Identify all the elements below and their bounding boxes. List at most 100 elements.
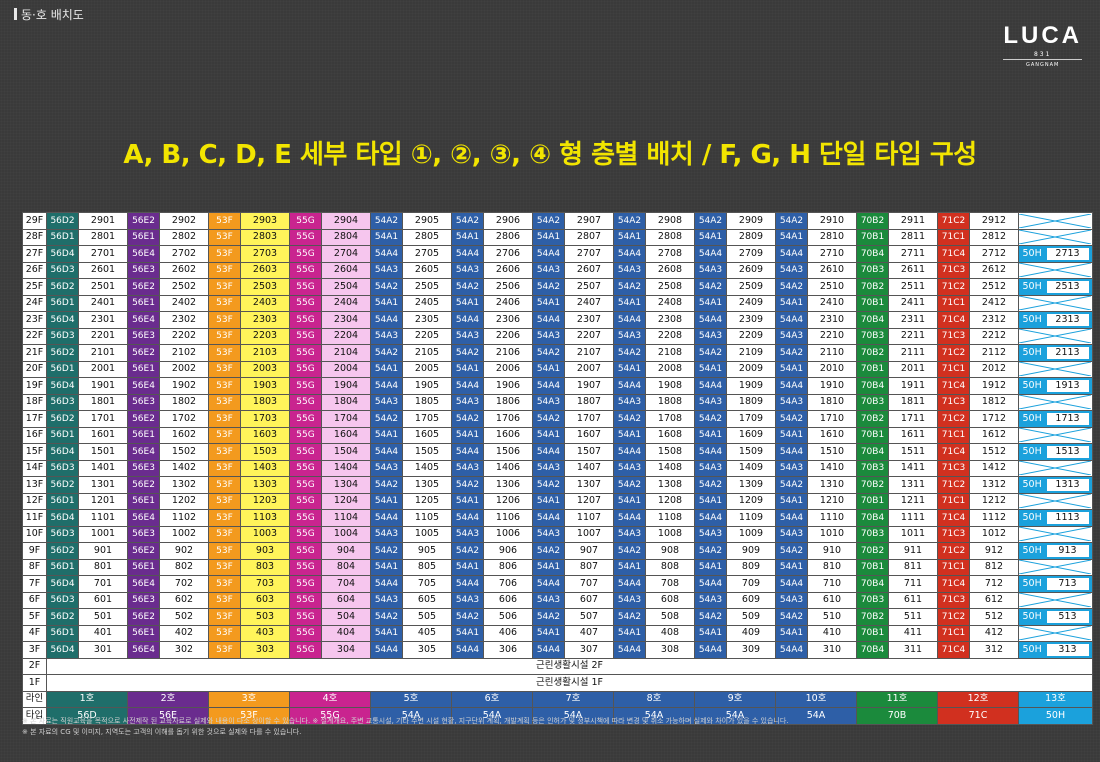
- unit-type: 56E4: [127, 377, 160, 395]
- unit-number: 2206: [483, 327, 533, 345]
- unit-type: 54A1: [370, 228, 403, 246]
- unit-number: 2302: [159, 311, 209, 329]
- unit-type: 56D3: [46, 525, 79, 543]
- unit-type: 54A2: [694, 410, 727, 428]
- unit-number: 2304: [321, 311, 371, 329]
- unit-type: 54A4: [532, 641, 565, 659]
- unit-number: 2602: [159, 261, 209, 279]
- unit-number: 1903: [240, 377, 290, 395]
- unit-type: 55G: [289, 492, 322, 510]
- unit-type: 54A1: [775, 294, 808, 312]
- unit-number: 806: [483, 558, 533, 576]
- unit-number: 1001: [78, 525, 128, 543]
- unit-number: 712: [969, 575, 1019, 593]
- unit-number: 2610: [807, 261, 857, 279]
- unit-type: 50H: [1022, 544, 1042, 556]
- unit-type: 71C2: [937, 212, 970, 230]
- unit-number: 2712: [969, 245, 1019, 263]
- unit-type: 70B3: [856, 525, 889, 543]
- floor-row: 12F 56D1 1201 56E1 1202 53F 1203 55G 1204 54A1 120…: [22, 492, 1093, 510]
- unit-number: 2011: [888, 360, 938, 378]
- unit-type: 71C2: [937, 344, 970, 362]
- unit-type: 50H: [1022, 643, 1042, 655]
- cross-icon: [1019, 626, 1091, 641]
- unit-number: 304: [321, 641, 371, 659]
- unit-number: 1601: [78, 426, 128, 444]
- unit-type: 54A3: [694, 459, 727, 477]
- floor-row: 13F 56D2 1301 56E2 1302 53F 1303 55G 1304 54A2 130…: [22, 476, 1093, 494]
- unit-type: 56D3: [46, 261, 79, 279]
- unit-type: 56E4: [127, 575, 160, 593]
- cross-icon: [1019, 527, 1091, 542]
- unit-type: 54A1: [532, 492, 565, 510]
- unit-number: 805: [402, 558, 452, 576]
- unit-number: 2605: [402, 261, 452, 279]
- unit-type: 70B1: [856, 228, 889, 246]
- unit-type: 54A2: [532, 476, 565, 494]
- unit-type: 54A4: [532, 509, 565, 527]
- unit-number: 506: [483, 608, 533, 626]
- unit-number: 809: [726, 558, 776, 576]
- floor-label: 28F: [22, 228, 47, 246]
- retail-row: 1F 근린생활시설 1F: [22, 674, 1093, 692]
- line-type: 54A: [370, 707, 452, 725]
- unit-number: 307: [564, 641, 614, 659]
- unit-type: 54A1: [451, 558, 484, 576]
- unit-number: 404: [321, 624, 371, 642]
- floor-label: 17F: [22, 410, 47, 428]
- unit-number: 2113: [1046, 346, 1089, 359]
- unit-type: 54A2: [775, 608, 808, 626]
- unit-number: 2507: [564, 278, 614, 296]
- unit-number: 2408: [645, 294, 695, 312]
- unit-number: 2203: [240, 327, 290, 345]
- floor-label: 9F: [22, 542, 47, 560]
- unit-number: 1506: [483, 443, 533, 461]
- floor-label: 26F: [22, 261, 47, 279]
- unit-number: 2911: [888, 212, 938, 230]
- unit-type: 54A4: [694, 509, 727, 527]
- unit-type: 71C3: [937, 459, 970, 477]
- unit-cell-50h: 50H 713: [1018, 575, 1093, 593]
- unit-number: 1704: [321, 410, 371, 428]
- unit-number: 807: [564, 558, 614, 576]
- unit-cell-50h: 50H 2113: [1018, 344, 1093, 362]
- unit-number: 908: [645, 542, 695, 560]
- unit-type: 53F: [208, 245, 241, 263]
- unit-number: 1205: [402, 492, 452, 510]
- unit-type: 56D2: [46, 476, 79, 494]
- unit-number: 2410: [807, 294, 857, 312]
- unit-number: 1512: [969, 443, 1019, 461]
- unit-type: 54A3: [451, 525, 484, 543]
- unit-number: 1108: [645, 509, 695, 527]
- unit-type: 56E2: [127, 542, 160, 560]
- unit-number: 2007: [564, 360, 614, 378]
- unit-number: 1502: [159, 443, 209, 461]
- unit-type: 54A1: [613, 360, 646, 378]
- unit-type: 56D4: [46, 509, 79, 527]
- unit-type: 56E1: [127, 360, 160, 378]
- floor-label: 19F: [22, 377, 47, 395]
- unit-number: 2512: [969, 278, 1019, 296]
- unit-type: 54A3: [775, 327, 808, 345]
- unit-type: 53F: [208, 426, 241, 444]
- floor-row: 22F 56D3 2201 56E3 2202 53F 2203 55G 2204 54A3 220…: [22, 327, 1093, 345]
- unit-type: 54A4: [775, 311, 808, 329]
- unit-number: 1309: [726, 476, 776, 494]
- unit-type: 50H: [1022, 379, 1042, 391]
- unit-number: 1211: [888, 492, 938, 510]
- unit-type: 54A1: [775, 228, 808, 246]
- unit-type: 70B2: [856, 542, 889, 560]
- unit-type: 56E1: [127, 228, 160, 246]
- unit-type: 54A1: [370, 294, 403, 312]
- retail-facility: 근린생활시설 2F: [46, 657, 1093, 675]
- unit-type: 54A4: [532, 443, 565, 461]
- unit-type: 54A2: [370, 476, 403, 494]
- unit-number: 2005: [402, 360, 452, 378]
- unit-number: 901: [78, 542, 128, 560]
- unit-type: 55G: [289, 344, 322, 362]
- unit-number: 512: [969, 608, 1019, 626]
- unit-type: 54A3: [370, 591, 403, 609]
- unit-number: 1713: [1046, 412, 1089, 425]
- unit-number: 1709: [726, 410, 776, 428]
- unit-number: 1206: [483, 492, 533, 510]
